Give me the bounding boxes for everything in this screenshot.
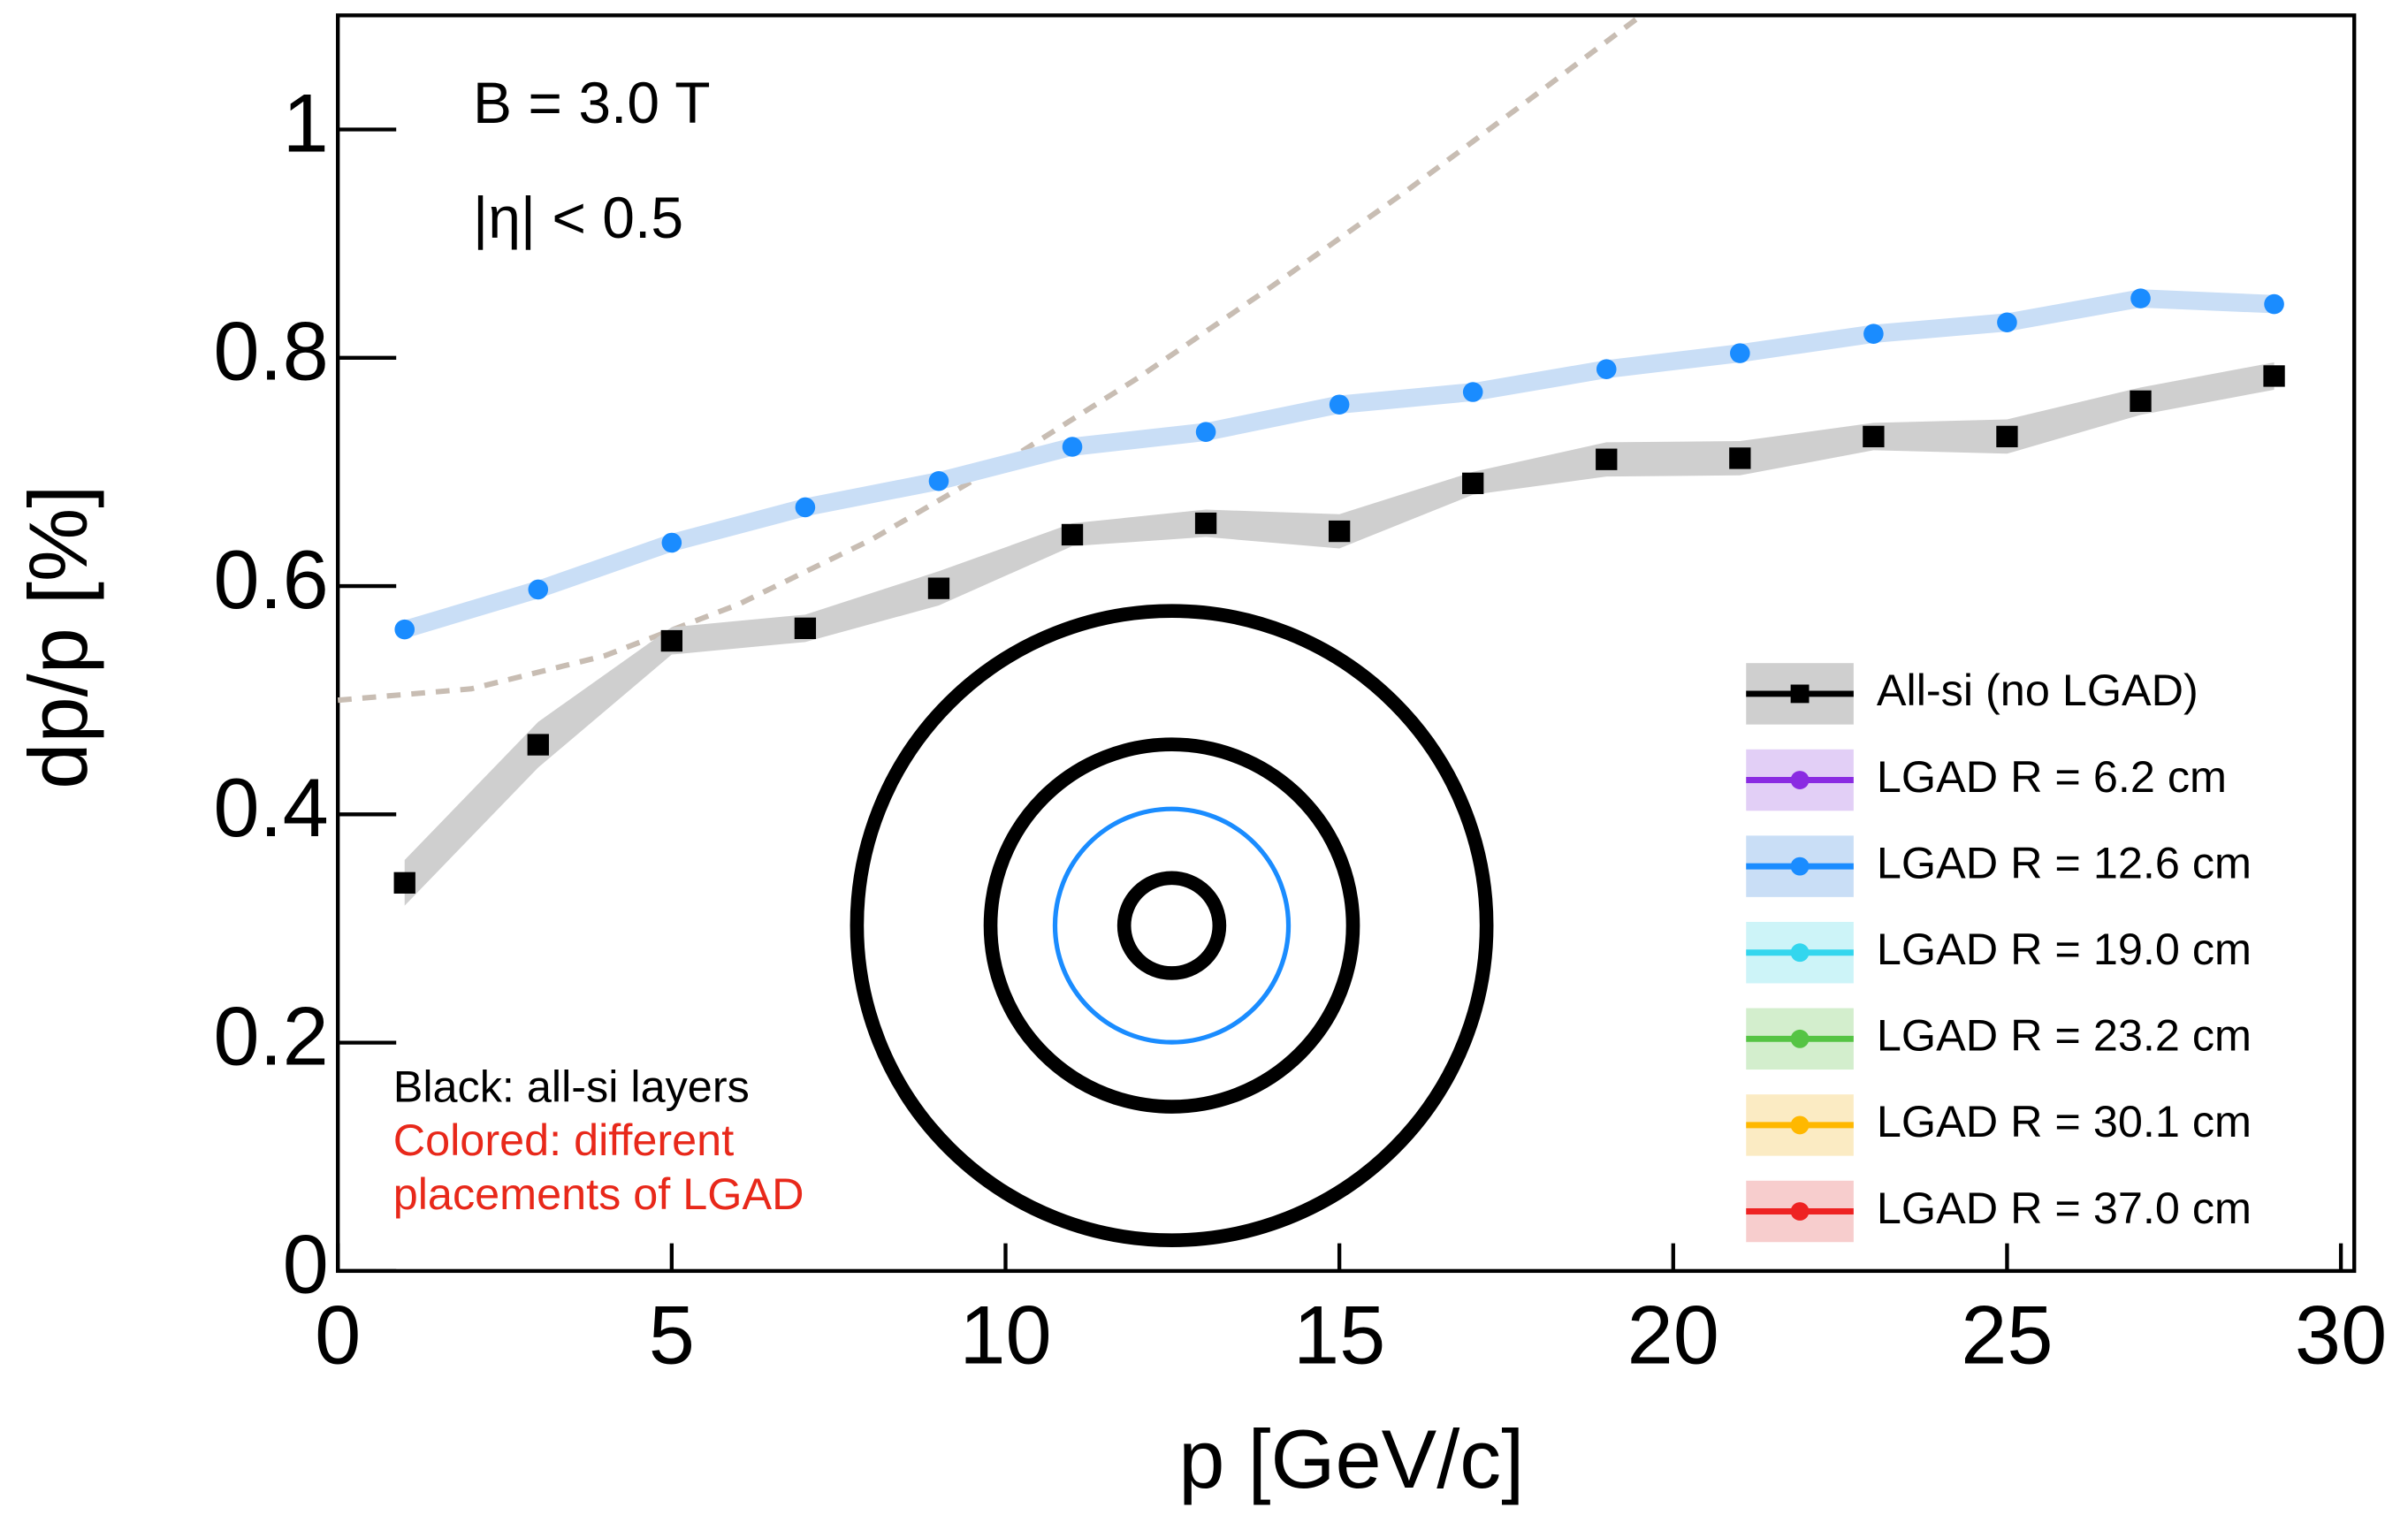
- data-point: [1596, 359, 1617, 379]
- legend-label: LGAD R = 23.2 cm: [1877, 1010, 2252, 1061]
- x-tick-label: 5: [649, 1289, 695, 1382]
- data-point: [1996, 425, 2018, 448]
- data-point: [1329, 394, 1350, 415]
- data-point: [2130, 390, 2152, 413]
- data-point: [1863, 324, 1884, 344]
- annotation: |η| < 0.5: [473, 185, 683, 250]
- data-point: [2130, 288, 2151, 308]
- middle-layer: [983, 737, 1360, 1114]
- data-point: [1863, 425, 1885, 448]
- y-tick-label: 0.2: [213, 989, 328, 1082]
- data-point: [1462, 472, 1484, 494]
- legend-marker: [1790, 1202, 1810, 1221]
- x-tick-label: 15: [1293, 1289, 1385, 1382]
- note: placements of LGAD: [393, 1169, 804, 1219]
- y-tick-label: 0.4: [213, 761, 328, 854]
- note: Colored: different: [393, 1115, 734, 1165]
- y-tick-label: 1: [283, 76, 329, 169]
- data-point: [2264, 293, 2284, 315]
- data-point: [795, 497, 816, 518]
- x-tick-label: 20: [1627, 1289, 1719, 1382]
- data-point: [2263, 365, 2285, 387]
- data-point: [928, 470, 949, 491]
- legend-marker: [1790, 684, 1810, 704]
- y-axis-label: dp/p [%]: [11, 485, 104, 789]
- detector-diagram: [850, 604, 1494, 1247]
- x-tick-label: 10: [959, 1289, 1051, 1382]
- legend: All-si (no LGAD) LGAD R = 6.2 cm LGAD R = …: [1746, 663, 2252, 1243]
- legend-label: LGAD R = 12.6 cm: [1877, 837, 2252, 887]
- data-point: [1195, 422, 1216, 443]
- legend-marker: [1790, 771, 1810, 789]
- legend-label: LGAD R = 19.0 cm: [1877, 924, 2252, 974]
- data-point: [794, 617, 817, 639]
- annotation: B = 3.0 T: [473, 70, 711, 135]
- legend-label: LGAD R = 6.2 cm: [1877, 751, 2227, 802]
- legend-label: All-si (no LGAD): [1877, 665, 2198, 715]
- x-tick-label: 0: [315, 1289, 361, 1382]
- data-point: [660, 629, 683, 652]
- data-point: [1729, 447, 1751, 469]
- outer-layer: [850, 604, 1494, 1247]
- data-point: [1062, 437, 1083, 457]
- y-tick-label: 0: [283, 1218, 329, 1311]
- y-tick-label: 0.6: [213, 533, 328, 626]
- legend-marker: [1790, 1115, 1810, 1135]
- data-point: [527, 734, 549, 756]
- x-axis-label: p [GeV/c]: [1178, 1412, 1524, 1505]
- legend-marker: [1790, 943, 1810, 963]
- y-tick-label: 0.8: [213, 305, 328, 398]
- data-point: [1596, 448, 1618, 470]
- inner-layer: [1116, 871, 1227, 980]
- data-point: [1730, 343, 1750, 363]
- data-point: [1194, 512, 1217, 535]
- error-band: [404, 289, 2275, 639]
- legend-label: LGAD R = 37.0 cm: [1877, 1183, 2252, 1233]
- data-point: [528, 579, 549, 600]
- legend-label: LGAD R = 30.1 cm: [1877, 1096, 2252, 1146]
- data-point: [393, 872, 415, 894]
- data-point: [661, 532, 682, 553]
- data-point: [1997, 312, 2017, 333]
- error-band: [404, 362, 2275, 906]
- legend-marker: [1790, 856, 1810, 876]
- lgad-layer: [1052, 806, 1292, 1045]
- data-point: [1328, 520, 1351, 543]
- x-tick-label: 30: [2295, 1289, 2387, 1382]
- plot-area: 00.20.40.60.810 5 10 15 20 25 30: [213, 14, 2387, 1382]
- data-point: [1462, 382, 1483, 402]
- legend-marker: [1790, 1029, 1810, 1048]
- x-tick-label: 25: [1961, 1289, 2053, 1382]
- data-point: [1061, 523, 1084, 546]
- plot-frame: [336, 13, 2357, 1274]
- note: Black: all-si layers: [393, 1061, 750, 1111]
- data-point: [394, 619, 415, 640]
- data-point: [927, 577, 950, 599]
